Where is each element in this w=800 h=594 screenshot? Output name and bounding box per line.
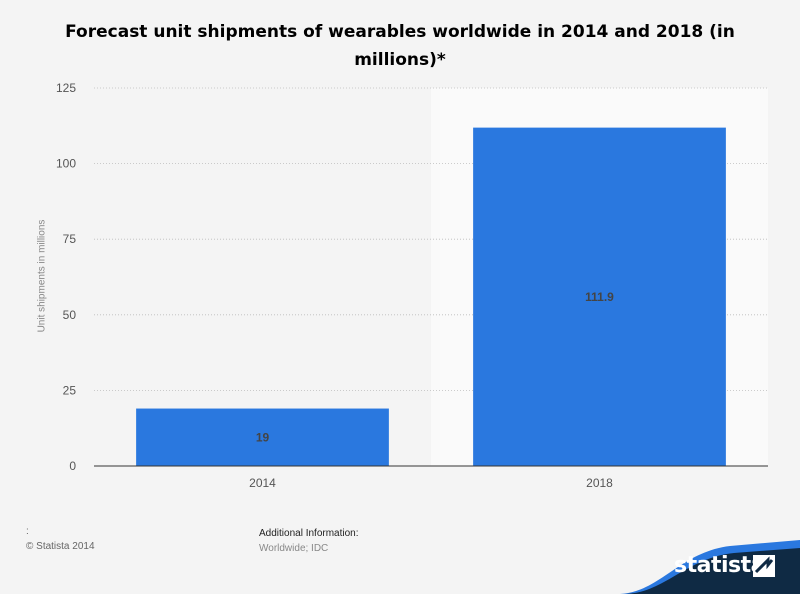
source-prefix: :: [26, 526, 29, 537]
y-tick-label: 125: [56, 81, 76, 95]
bar-2018[interactable]: [473, 127, 726, 466]
additional-info-heading: Additional Information:: [259, 528, 359, 539]
statista-logo-text[interactable]: statista: [674, 553, 765, 578]
statista-logo-icon: [753, 555, 775, 577]
y-tick-label: 50: [63, 308, 77, 322]
additional-information: Additional Information: Worldwide; IDC: [259, 526, 359, 556]
y-tick-label: 0: [69, 459, 76, 473]
y-axis-label: Unit shipments in millions: [36, 219, 48, 333]
y-tick-label: 75: [63, 232, 77, 246]
bar-2014[interactable]: [136, 408, 389, 466]
chart-title: Forecast unit shipments of wearables wor…: [65, 22, 735, 70]
y-tick-label: 100: [56, 157, 76, 171]
bars: 19 111.9: [136, 127, 726, 466]
additional-info-text: Worldwide; IDC: [259, 543, 329, 554]
data-label-2014: 19: [256, 430, 270, 444]
y-tick-label: 25: [63, 383, 77, 397]
footer-source: : © Statista 2014: [26, 524, 95, 554]
x-category-labels: 2014 2018: [249, 476, 613, 490]
x-category-label-2014: 2014: [249, 476, 276, 490]
x-category-label-2018: 2018: [586, 476, 613, 490]
copyright-text: © Statista 2014: [26, 541, 95, 552]
data-label-2018: 111.9: [585, 290, 614, 304]
y-tick-labels: 0 25 50 75 100 125: [56, 81, 76, 473]
